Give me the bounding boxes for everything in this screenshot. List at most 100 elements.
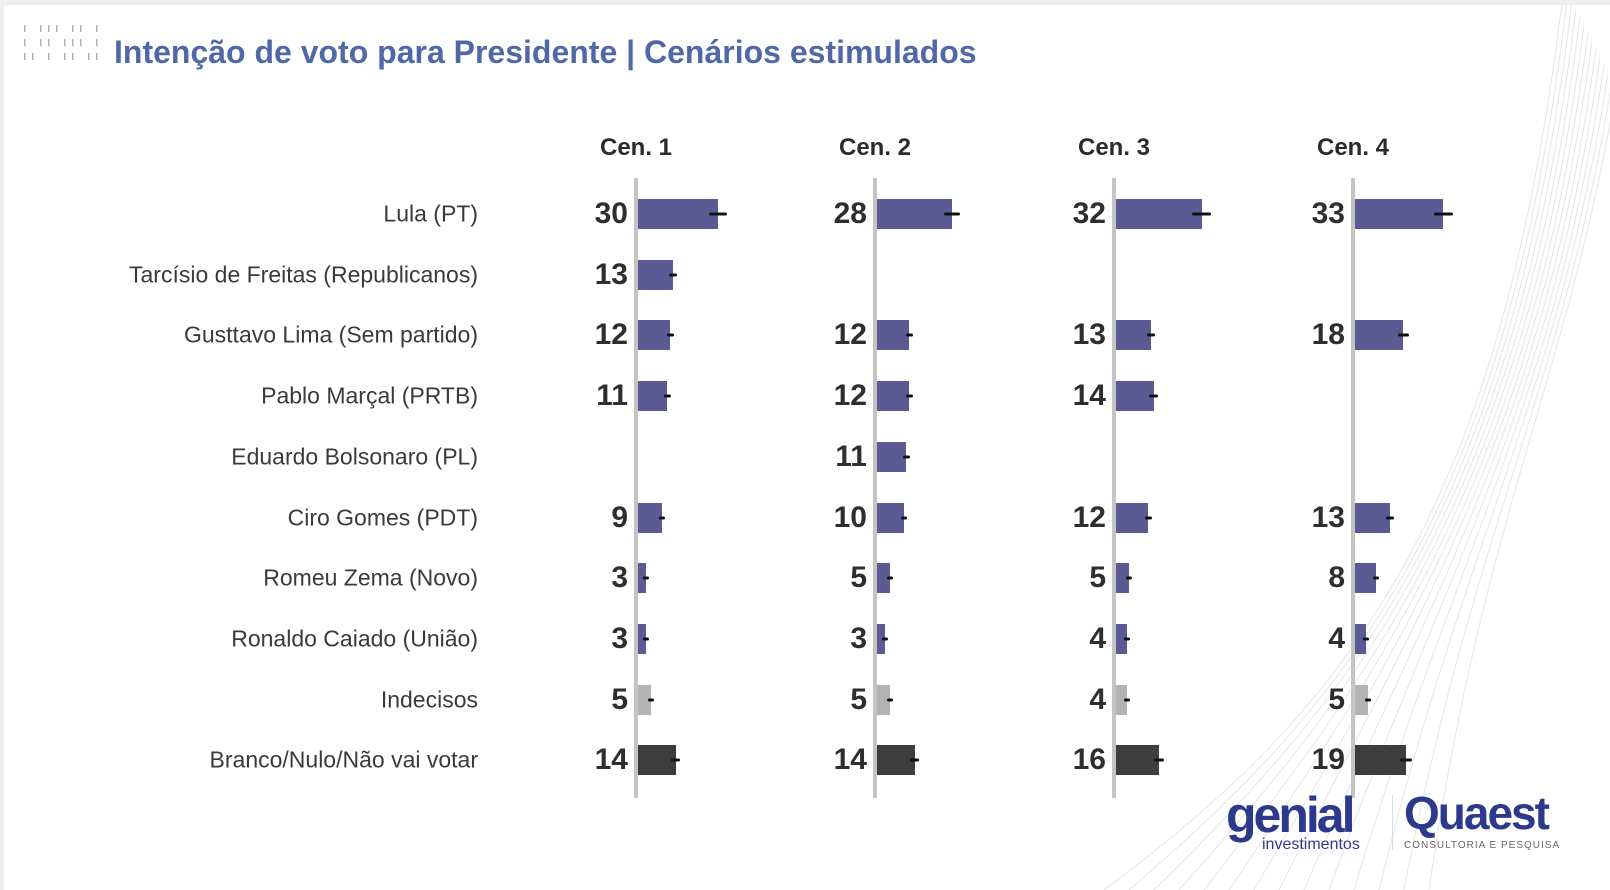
data-label: 5 xyxy=(850,682,867,716)
bar xyxy=(1355,745,1406,776)
bar xyxy=(638,381,668,412)
bar xyxy=(638,502,663,533)
axis-line xyxy=(634,178,638,798)
error-bar xyxy=(1385,516,1394,519)
data-label: 14 xyxy=(594,743,628,777)
bar xyxy=(877,623,886,654)
bar xyxy=(877,563,891,594)
axis-line xyxy=(1112,178,1116,798)
quaest-logo-text: Quaest xyxy=(1404,787,1550,839)
error-bar xyxy=(1433,212,1454,216)
data-label: 3 xyxy=(611,561,628,595)
error-bar xyxy=(1373,576,1380,580)
error-bar xyxy=(664,394,671,398)
bar xyxy=(638,320,671,351)
scenario-header: Cen. 3 xyxy=(1077,134,1151,161)
error-bar xyxy=(882,637,889,641)
error-bar xyxy=(1362,637,1369,641)
decorative-dots xyxy=(24,25,98,60)
data-label: 13 xyxy=(1311,500,1345,534)
genial-logo-subtext: investimentos xyxy=(1262,836,1360,853)
error-bar xyxy=(1123,637,1130,641)
quaest-logo: Quaest CONSULTORIA E PESQUISA xyxy=(1404,788,1594,854)
logo-divider xyxy=(1392,795,1393,850)
bar xyxy=(1116,563,1130,594)
data-label: 14 xyxy=(1072,379,1106,413)
error-bar xyxy=(1192,212,1212,216)
error-bar xyxy=(1123,698,1130,702)
bar xyxy=(1116,745,1159,776)
bar xyxy=(1116,381,1154,412)
bar xyxy=(1355,199,1444,229)
error-bar xyxy=(709,212,728,216)
error-bar xyxy=(1149,394,1158,398)
error-bar xyxy=(1126,576,1133,580)
bar xyxy=(1355,563,1377,594)
data-label: 4 xyxy=(1089,682,1106,716)
data-label: 8 xyxy=(1328,561,1345,595)
bar xyxy=(1355,320,1404,351)
scenario-header: Cen. 2 xyxy=(838,134,912,161)
error-bar xyxy=(668,273,677,277)
axis-line xyxy=(873,178,877,798)
error-bar xyxy=(905,333,913,337)
data-label: 5 xyxy=(1089,561,1106,595)
bar xyxy=(638,563,647,594)
bar xyxy=(638,623,647,654)
data-label: 12 xyxy=(594,318,628,352)
data-label: 3 xyxy=(611,621,628,655)
data-label: 10 xyxy=(833,500,867,534)
bar xyxy=(877,199,953,229)
error-bar xyxy=(905,394,913,398)
data-label: 11 xyxy=(596,379,628,413)
bar xyxy=(1355,623,1366,654)
data-label: 13 xyxy=(594,257,628,291)
data-label: 5 xyxy=(1328,682,1345,716)
bar xyxy=(1355,502,1390,533)
error-bar xyxy=(648,698,655,702)
bar xyxy=(638,684,652,715)
data-label: 9 xyxy=(611,500,628,534)
data-label: 12 xyxy=(1072,500,1106,534)
category-label: Ronaldo Caiado (União) xyxy=(231,625,478,652)
error-bar xyxy=(887,576,894,580)
error-bar xyxy=(903,455,910,459)
genial-logo: genial investimentos xyxy=(1226,787,1381,853)
bar xyxy=(638,199,719,229)
bar xyxy=(1116,623,1127,654)
error-bar xyxy=(1365,698,1372,702)
error-bar xyxy=(910,758,919,762)
error-bar xyxy=(1154,758,1164,762)
genial-logo-text: genial xyxy=(1226,787,1355,843)
error-bar xyxy=(659,516,666,519)
data-label: 33 xyxy=(1311,197,1345,230)
error-bar xyxy=(1397,333,1409,337)
bar xyxy=(1116,320,1151,351)
bar xyxy=(638,259,673,290)
data-label: 11 xyxy=(835,439,867,473)
axis-line xyxy=(1351,178,1355,798)
bar xyxy=(638,745,676,776)
error-bar xyxy=(666,333,674,337)
data-label: 19 xyxy=(1311,743,1345,777)
category-label: Romeu Zema (Novo) xyxy=(263,564,478,591)
data-label: 30 xyxy=(594,197,628,230)
data-label: 5 xyxy=(850,561,867,595)
error-bar xyxy=(1400,758,1412,762)
data-label: 14 xyxy=(833,743,867,777)
error-bar xyxy=(943,212,961,216)
category-label: Eduardo Bolsonaro (PL) xyxy=(231,443,478,470)
error-bar xyxy=(1144,516,1152,519)
data-label: 12 xyxy=(833,379,867,413)
category-label: Tarcísio de Freitas (Republicanos) xyxy=(129,261,478,288)
page-title: Intenção de voto para Presidente | Cenár… xyxy=(114,34,977,70)
error-bar xyxy=(1146,333,1155,337)
data-label: 5 xyxy=(611,682,628,716)
category-label: Ciro Gomes (PDT) xyxy=(287,504,478,530)
data-label: 12 xyxy=(833,318,867,352)
category-label: Gusttavo Lima (Sem partido) xyxy=(183,321,478,348)
error-bar xyxy=(887,698,894,702)
data-label: 16 xyxy=(1072,743,1106,777)
category-label: Indecisos xyxy=(380,686,478,713)
category-label: Branco/Nulo/Não vai votar xyxy=(209,746,478,773)
